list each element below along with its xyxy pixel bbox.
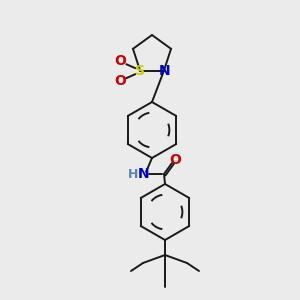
Text: O: O	[169, 153, 181, 167]
Text: N: N	[159, 64, 171, 78]
Text: N: N	[138, 167, 150, 181]
Text: O: O	[114, 54, 126, 68]
Text: O: O	[114, 74, 126, 88]
Text: H: H	[128, 167, 138, 181]
Text: S: S	[135, 64, 145, 78]
